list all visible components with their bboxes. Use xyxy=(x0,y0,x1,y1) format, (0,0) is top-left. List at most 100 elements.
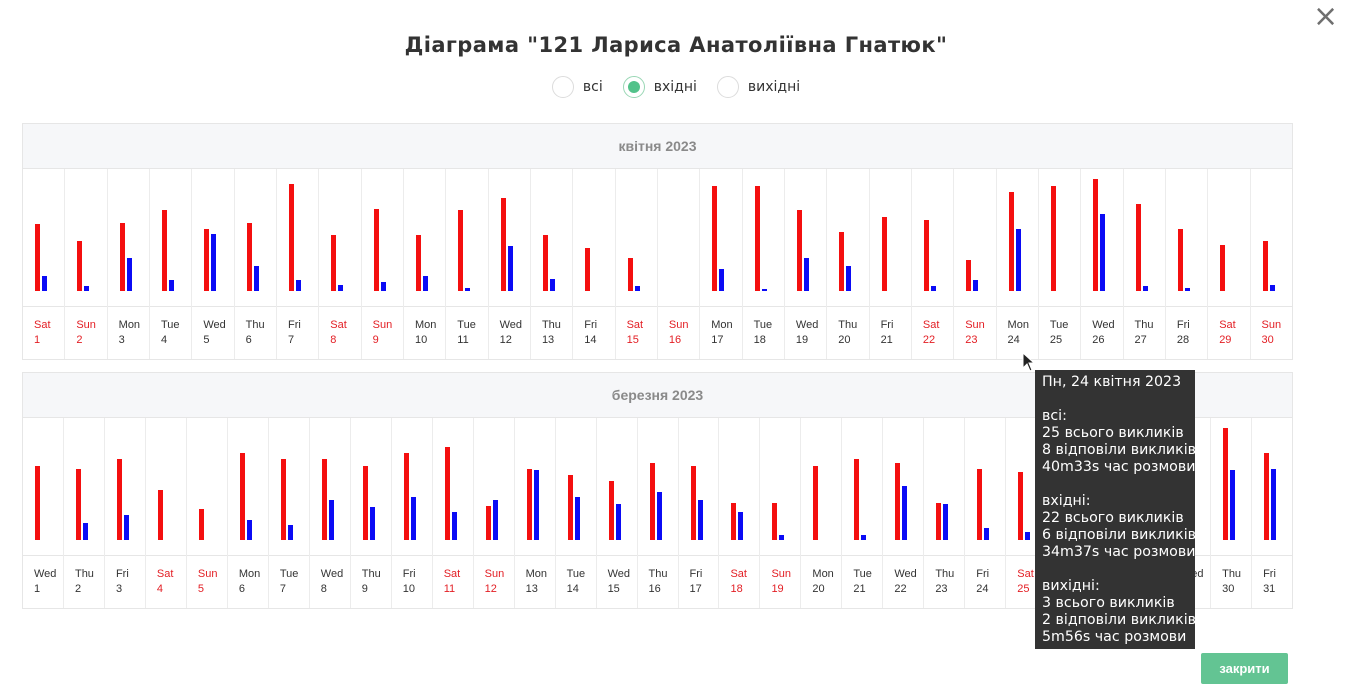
bar-duration[interactable] xyxy=(287,524,293,540)
day-column[interactable]: Sun 30 xyxy=(1250,169,1292,359)
bar-answered[interactable] xyxy=(119,222,125,291)
bar-answered[interactable] xyxy=(796,210,802,291)
day-bars[interactable] xyxy=(637,418,678,556)
bar-answered[interactable] xyxy=(977,468,983,540)
bar-duration[interactable] xyxy=(1100,213,1106,291)
day-bars[interactable] xyxy=(996,169,1038,307)
day-column[interactable]: Thu 2 xyxy=(63,418,105,608)
bar-duration[interactable] xyxy=(492,499,498,540)
day-bars[interactable] xyxy=(361,169,403,307)
bar-answered[interactable] xyxy=(280,459,286,540)
day-bars[interactable] xyxy=(473,418,514,556)
day-bars[interactable] xyxy=(63,418,104,556)
bar-answered[interactable] xyxy=(458,210,464,291)
bar-answered[interactable] xyxy=(35,224,40,291)
day-bars[interactable] xyxy=(954,169,996,307)
bar-duration[interactable] xyxy=(656,491,662,540)
day-column[interactable]: Thu 13 xyxy=(530,169,574,359)
day-bars[interactable] xyxy=(1252,418,1293,556)
bar-answered[interactable] xyxy=(239,453,245,540)
day-bars[interactable] xyxy=(23,418,63,556)
bar-duration[interactable] xyxy=(295,280,301,291)
day-bars[interactable] xyxy=(149,169,192,307)
day-column[interactable]: Mon 17 xyxy=(700,169,743,359)
bar-answered[interactable] xyxy=(966,260,972,291)
day-bars[interactable] xyxy=(1006,418,1047,556)
day-column[interactable]: Fri 17 xyxy=(678,418,720,608)
day-bars[interactable] xyxy=(827,169,869,307)
day-column[interactable]: Fri 7 xyxy=(276,169,320,359)
day-column[interactable]: Fri 28 xyxy=(1165,169,1209,359)
day-bars[interactable] xyxy=(784,169,827,307)
bar-duration[interactable] xyxy=(369,507,375,540)
day-bars[interactable] xyxy=(1250,169,1292,307)
day-column[interactable]: Fri 14 xyxy=(573,169,616,359)
bar-duration[interactable] xyxy=(422,275,428,291)
day-bars[interactable] xyxy=(573,169,615,307)
bar-answered[interactable] xyxy=(1018,471,1024,540)
day-bars[interactable] xyxy=(104,418,145,556)
bar-duration[interactable] xyxy=(984,527,990,540)
bar-answered[interactable] xyxy=(288,184,294,291)
day-bars[interactable] xyxy=(1165,169,1208,307)
day-column[interactable]: Thu 20 xyxy=(827,169,870,359)
bar-answered[interactable] xyxy=(116,459,122,540)
day-column[interactable]: Wed 8 xyxy=(309,418,351,608)
bar-duration[interactable] xyxy=(328,499,334,540)
day-bars[interactable] xyxy=(924,418,965,556)
day-column[interactable]: Fri 24 xyxy=(965,418,1007,608)
bar-answered[interactable] xyxy=(204,229,210,291)
day-bars[interactable] xyxy=(488,169,530,307)
bar-duration[interactable] xyxy=(803,258,809,291)
day-bars[interactable] xyxy=(107,169,149,307)
day-bars[interactable] xyxy=(268,418,309,556)
bar-duration[interactable] xyxy=(846,266,852,291)
bar-duration[interactable] xyxy=(761,289,767,291)
day-column[interactable]: Mon 20 xyxy=(801,418,843,608)
day-bars[interactable] xyxy=(801,418,842,556)
bar-answered[interactable] xyxy=(936,502,942,540)
bar-duration[interactable] xyxy=(1269,284,1275,291)
radio-outgoing-circle[interactable] xyxy=(716,76,739,98)
day-column[interactable]: Sat 1 xyxy=(23,169,66,359)
day-column[interactable]: Sun 16 xyxy=(657,169,701,359)
day-column[interactable]: Sun 2 xyxy=(65,169,108,359)
day-bars[interactable] xyxy=(869,169,911,307)
bar-duration[interactable] xyxy=(533,470,539,540)
bar-answered[interactable] xyxy=(1262,241,1268,291)
bar-duration[interactable] xyxy=(82,522,88,540)
day-bars[interactable] xyxy=(742,169,784,307)
bar-duration[interactable] xyxy=(211,233,217,291)
day-bars[interactable] xyxy=(911,169,954,307)
day-bars[interactable] xyxy=(186,418,227,556)
day-column[interactable]: Mon 6 xyxy=(227,418,269,608)
day-column[interactable]: Wed 15 xyxy=(596,418,638,608)
day-bars[interactable] xyxy=(432,418,473,556)
day-bars[interactable] xyxy=(657,169,700,307)
bar-answered[interactable] xyxy=(542,235,548,291)
day-column[interactable]: Mon 13 xyxy=(514,418,556,608)
day-bars[interactable] xyxy=(719,418,760,556)
bar-duration[interactable] xyxy=(902,485,908,540)
day-column[interactable]: Tue 14 xyxy=(555,418,597,608)
bar-answered[interactable] xyxy=(198,509,204,540)
day-bars[interactable] xyxy=(446,169,488,307)
day-bars[interactable] xyxy=(350,418,391,556)
day-column[interactable]: Fri 10 xyxy=(391,418,433,608)
day-bars[interactable] xyxy=(1038,169,1081,307)
bar-answered[interactable] xyxy=(854,459,860,540)
day-column[interactable]: Sun 19 xyxy=(760,418,802,608)
day-bars[interactable] xyxy=(276,169,319,307)
bar-answered[interactable] xyxy=(161,210,167,291)
bar-answered[interactable] xyxy=(1264,453,1270,540)
day-bars[interactable] xyxy=(760,418,801,556)
bar-duration[interactable] xyxy=(697,499,703,540)
day-bars[interactable] xyxy=(319,169,361,307)
day-bars[interactable] xyxy=(234,169,276,307)
day-column[interactable]: Sat 8 xyxy=(319,169,362,359)
bar-duration[interactable] xyxy=(738,512,744,540)
bar-duration[interactable] xyxy=(507,246,513,291)
day-bars[interactable] xyxy=(700,169,742,307)
day-column[interactable]: Sun 12 xyxy=(473,418,515,608)
bar-answered[interactable] xyxy=(35,465,40,540)
